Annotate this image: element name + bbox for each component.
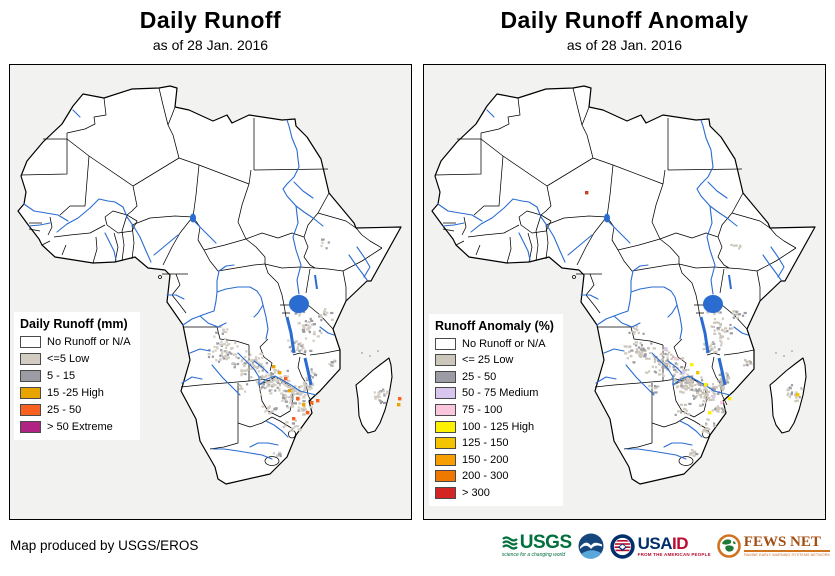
usgs-logo: USGS science for a changing world xyxy=(501,532,572,558)
fewsnet-globe-icon xyxy=(716,534,741,558)
highlight-dots xyxy=(272,365,402,421)
highlight-dots xyxy=(585,191,800,415)
usgs-wordmark: USGS xyxy=(519,532,572,553)
rivers xyxy=(23,109,371,460)
usaid-wordmark-id: ID xyxy=(672,533,689,553)
country-borders xyxy=(20,87,383,466)
fewsnet-tagline: FAMINE EARLY WARNING SYSTEMS NETWORK xyxy=(743,552,830,557)
legend-label: > 50 Extreme xyxy=(47,421,113,433)
legend-label: <= 25 Low xyxy=(462,354,514,367)
legend-label: No Runoff or N/A xyxy=(462,337,546,350)
legend-swatch xyxy=(20,404,41,416)
lakes xyxy=(190,213,318,386)
legend-item: No Runoff or N/A xyxy=(20,336,131,348)
right-map-header: Daily Runoff Anomaly as of 28 Jan. 2016 xyxy=(423,7,826,53)
legend-swatch xyxy=(435,437,456,450)
legend-swatch xyxy=(20,421,41,433)
legend-items-right: No Runoff or N/A <= 25 Low 25 - 50 50 - 75 … xyxy=(435,337,554,499)
lakes xyxy=(604,213,732,386)
legend-swatch xyxy=(435,354,456,367)
africa-basemap-left xyxy=(10,65,411,519)
usaid-wordmark-usa: USA xyxy=(637,533,673,553)
usgs-tagline: science for a changing world xyxy=(501,552,566,558)
legend-label: 25 - 50 xyxy=(47,404,82,416)
legend-item: 25 - 50 xyxy=(20,404,131,416)
legend-label: 50 - 75 Medium xyxy=(462,387,539,400)
left-map-subtitle: as of 28 Jan. 2016 xyxy=(152,37,269,53)
legend-item: 50 - 75 Medium xyxy=(435,387,554,400)
usgs-wave-icon xyxy=(502,535,518,550)
legend-swatch xyxy=(20,370,41,382)
fewsnet-wordmark: FEWS NET xyxy=(743,534,830,552)
country-borders xyxy=(434,87,797,466)
runoff-anomaly-legend: Runoff Anomaly (%) No Runoff or N/A <= 25… xyxy=(429,314,563,506)
legend-swatch xyxy=(435,370,456,383)
legend-item: <= 25 Low xyxy=(435,354,554,367)
fewsnet-logo: FEWS NET FAMINE EARLY WARNING SYSTEMS NE… xyxy=(716,534,830,558)
usaid-tagline: FROM THE AMERICAN PEOPLE xyxy=(637,551,711,557)
legend-label: 125 - 150 xyxy=(462,437,509,450)
legend-item: > 50 Extreme xyxy=(20,421,131,433)
legend-label: 150 - 200 xyxy=(462,453,509,466)
legend-label: > 300 xyxy=(462,486,490,499)
legend-swatch xyxy=(20,387,41,399)
legend-swatch xyxy=(435,387,456,400)
legend-label: No Runoff or N/A xyxy=(47,336,131,348)
legend-label: 100 - 125 High xyxy=(462,420,535,433)
legend-item: 15 -25 High xyxy=(20,387,131,399)
legend-item: 75 - 100 xyxy=(435,403,554,416)
right-map-title: Daily Runoff Anomaly xyxy=(500,7,749,33)
legend-swatch xyxy=(435,486,456,499)
map-credit: Map produced by USGS/EROS xyxy=(10,538,199,553)
legend-item: > 300 xyxy=(435,486,554,499)
legend-item: 5 - 15 xyxy=(20,370,131,382)
usaid-logo: USAID FROM THE AMERICAN PEOPLE xyxy=(609,533,711,559)
legend-item: 100 - 125 High xyxy=(435,420,554,433)
legend-swatch xyxy=(20,336,41,348)
legend-label: 25 - 50 xyxy=(462,370,497,383)
legend-items-left: No Runoff or N/A <=5 Low 5 - 15 15 -25 High… xyxy=(20,336,131,433)
daily-runoff-legend: Daily Runoff (mm) No Runoff or N/A <=5 Lo… xyxy=(14,312,140,440)
legend-item: <=5 Low xyxy=(20,353,131,365)
legend-swatch xyxy=(20,353,41,365)
rivers xyxy=(437,109,785,460)
legend-item: 150 - 200 xyxy=(435,453,554,466)
legend-item: 200 - 300 xyxy=(435,470,554,483)
legend-swatch xyxy=(435,420,456,433)
runoff-anomaly-map: Runoff Anomaly (%) No Runoff or N/A <= 25… xyxy=(423,64,826,520)
legend-label: 200 - 300 xyxy=(462,470,509,483)
legend-swatch xyxy=(435,403,456,416)
usaid-seal-icon xyxy=(609,533,635,559)
legend-item: 125 - 150 xyxy=(435,437,554,450)
legend-swatch xyxy=(435,453,456,466)
left-map-header: Daily Runoff as of 28 Jan. 2016 xyxy=(9,7,412,53)
legend-item: 25 - 50 xyxy=(435,370,554,383)
right-map-subtitle: as of 28 Jan. 2016 xyxy=(566,37,683,53)
legend-item: No Runoff or N/A xyxy=(435,337,554,350)
legend-label: 5 - 15 xyxy=(47,370,76,382)
legend-swatch xyxy=(435,337,456,350)
legend-title-right: Runoff Anomaly (%) xyxy=(435,319,554,333)
noaa-logo-icon xyxy=(578,533,604,559)
legend-label: 15 -25 High xyxy=(47,387,104,399)
legend-swatch xyxy=(435,470,456,483)
left-map-title: Daily Runoff xyxy=(139,7,282,33)
daily-runoff-map: Daily Runoff (mm) No Runoff or N/A <=5 Lo… xyxy=(9,64,412,520)
legend-title-left: Daily Runoff (mm) xyxy=(20,317,128,331)
partner-logos: USGS science for a changing world xyxy=(502,530,830,562)
legend-label: <=5 Low xyxy=(47,353,90,365)
legend-label: 75 - 100 xyxy=(462,403,503,416)
